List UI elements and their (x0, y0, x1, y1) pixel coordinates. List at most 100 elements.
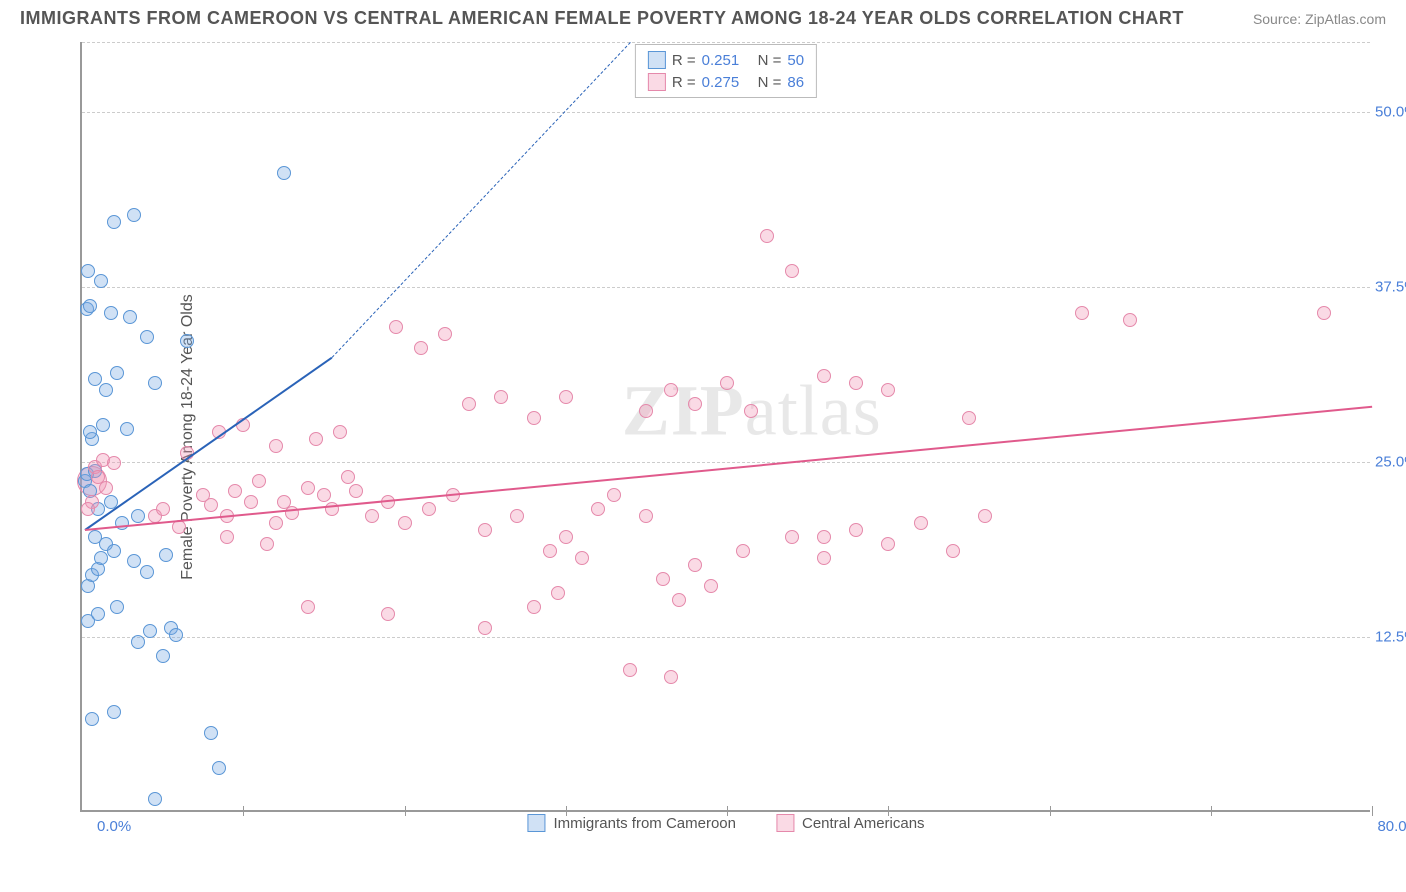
scatter-point (656, 572, 670, 586)
scatter-point (83, 425, 97, 439)
x-tickmark (1372, 806, 1373, 816)
series-legend-item: Central Americans (776, 814, 925, 832)
scatter-point (688, 558, 702, 572)
scatter-point (127, 208, 141, 222)
scatter-point (414, 341, 428, 355)
legend-r-prefix: R = (672, 74, 696, 91)
scatter-point (269, 516, 283, 530)
scatter-point (341, 470, 355, 484)
scatter-point (760, 229, 774, 243)
scatter-point (510, 509, 524, 523)
x-tickmark (1211, 806, 1212, 816)
scatter-point (785, 264, 799, 278)
legend-n-prefix: N = (758, 74, 782, 91)
scatter-point (736, 544, 750, 558)
scatter-point (204, 726, 218, 740)
series-legend: Immigrants from Cameroon Central American… (527, 814, 924, 832)
scatter-point (277, 166, 291, 180)
legend-swatch (776, 814, 794, 832)
scatter-point (269, 439, 283, 453)
scatter-point (914, 516, 928, 530)
gridline-h (82, 42, 1370, 43)
scatter-point (91, 607, 105, 621)
scatter-point (244, 495, 258, 509)
x-max-tick: 80.0% (1377, 818, 1406, 835)
scatter-point (849, 376, 863, 390)
scatter-point (140, 565, 154, 579)
gridline-h (82, 287, 1370, 288)
scatter-point (220, 530, 234, 544)
x-tickmark (566, 806, 567, 816)
scatter-point (478, 523, 492, 537)
scatter-point (881, 537, 895, 551)
scatter-point (159, 548, 173, 562)
scatter-point (978, 509, 992, 523)
scatter-point (110, 600, 124, 614)
scatter-point (398, 516, 412, 530)
legend-r-prefix: R = (672, 52, 696, 69)
scatter-point (559, 530, 573, 544)
source-attribution: Source: ZipAtlas.com (1253, 11, 1386, 27)
chart-title: IMMIGRANTS FROM CAMEROON VS CENTRAL AMER… (20, 8, 1184, 29)
scatter-point (704, 579, 718, 593)
x-tickmark (405, 806, 406, 816)
scatter-point (639, 509, 653, 523)
x-origin-tick: 0.0% (97, 818, 131, 835)
scatter-point (575, 551, 589, 565)
scatter-point (438, 327, 452, 341)
legend-r-value: 0.251 (702, 52, 752, 69)
scatter-point (204, 498, 218, 512)
scatter-point (131, 635, 145, 649)
scatter-point (688, 397, 702, 411)
stats-legend: R = 0.251N = 50R = 0.275N = 86 (635, 44, 817, 98)
gridline-h (82, 462, 1370, 463)
scatter-point (720, 376, 734, 390)
scatter-point (107, 705, 121, 719)
legend-swatch (648, 51, 666, 69)
scatter-point (672, 593, 686, 607)
scatter-point (817, 551, 831, 565)
legend-n-prefix: N = (758, 52, 782, 69)
scatter-point (104, 306, 118, 320)
scatter-point (99, 481, 113, 495)
scatter-point (559, 390, 573, 404)
scatter-point (169, 628, 183, 642)
scatter-point (156, 502, 170, 516)
x-tickmark (727, 806, 728, 816)
scatter-point (120, 422, 134, 436)
scatter-point (309, 432, 323, 446)
scatter-point (148, 792, 162, 806)
gridline-h (82, 112, 1370, 113)
scatter-point (107, 544, 121, 558)
series-legend-item: Immigrants from Cameroon (527, 814, 736, 832)
scatter-point (946, 544, 960, 558)
scatter-point (110, 366, 124, 380)
scatter-point (88, 530, 102, 544)
scatter-point (94, 274, 108, 288)
scatter-plot: ZIPatlas R = 0.251N = 50R = 0.275N = 86 … (80, 42, 1370, 812)
scatter-point (607, 488, 621, 502)
x-tickmark (1050, 806, 1051, 816)
scatter-point (881, 383, 895, 397)
scatter-point (301, 481, 315, 495)
legend-label: Immigrants from Cameroon (553, 815, 736, 832)
scatter-point (639, 404, 653, 418)
scatter-point (817, 530, 831, 544)
scatter-point (365, 509, 379, 523)
scatter-point (317, 488, 331, 502)
scatter-point (494, 390, 508, 404)
scatter-point (180, 334, 194, 348)
stats-legend-row: R = 0.251N = 50 (648, 49, 804, 71)
scatter-point (664, 383, 678, 397)
scatter-point (156, 649, 170, 663)
scatter-point (551, 586, 565, 600)
y-tick-label: 37.5% (1375, 279, 1406, 296)
scatter-point (1123, 313, 1137, 327)
legend-swatch (527, 814, 545, 832)
scatter-point (107, 456, 121, 470)
trend-line (85, 406, 1372, 531)
scatter-point (107, 215, 121, 229)
scatter-point (81, 502, 95, 516)
scatter-point (817, 369, 831, 383)
scatter-point (140, 330, 154, 344)
